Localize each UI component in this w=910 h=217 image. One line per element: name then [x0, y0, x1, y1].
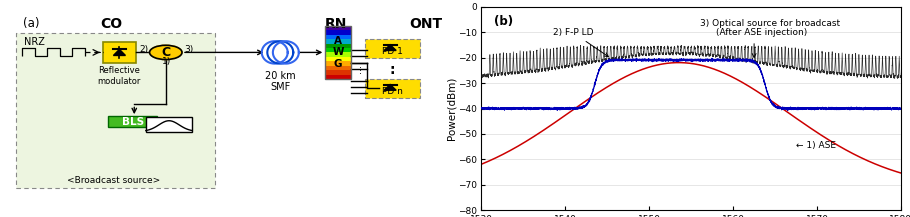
Bar [325, 26, 350, 30]
Bar [325, 53, 350, 57]
Text: 3): 3) [184, 45, 193, 54]
Bar [325, 66, 350, 70]
Bar [325, 30, 350, 35]
Text: PD 1: PD 1 [382, 47, 403, 56]
Text: CO: CO [100, 17, 122, 31]
Text: ← 1) ASE: ← 1) ASE [796, 141, 836, 150]
Bar [325, 57, 350, 61]
FancyBboxPatch shape [16, 33, 216, 188]
Text: <Broadcast source>: <Broadcast source> [66, 176, 160, 185]
Text: RN: RN [325, 17, 347, 31]
Text: 2) F-P LD: 2) F-P LD [552, 28, 608, 57]
Bar [325, 48, 350, 53]
Bar [325, 61, 350, 66]
Bar [325, 44, 350, 48]
Text: (b): (b) [494, 15, 513, 28]
Text: NRZ: NRZ [24, 37, 45, 47]
Text: A
W
G: A W G [332, 36, 344, 69]
Bar [325, 70, 350, 74]
FancyBboxPatch shape [108, 116, 157, 127]
Y-axis label: Power(dBm): Power(dBm) [446, 77, 456, 140]
Bar [325, 39, 350, 44]
Text: Reflective
modulator: Reflective modulator [97, 66, 141, 86]
Text: ...: ... [353, 64, 363, 73]
Text: (a): (a) [23, 17, 39, 30]
Bar [103, 42, 136, 62]
Text: (After ASE injection): (After ASE injection) [716, 28, 807, 37]
Polygon shape [114, 49, 126, 56]
Text: ONT: ONT [410, 17, 443, 31]
Circle shape [149, 45, 182, 59]
Text: 3) Optical source for broadcast: 3) Optical source for broadcast [700, 19, 840, 28]
FancyBboxPatch shape [365, 79, 420, 98]
Text: 2): 2) [140, 45, 149, 54]
Text: :: : [389, 63, 395, 77]
Bar [146, 117, 192, 132]
FancyBboxPatch shape [365, 39, 420, 58]
Polygon shape [384, 85, 396, 90]
Text: C: C [161, 46, 170, 59]
Bar [325, 74, 350, 79]
Text: PD n: PD n [382, 87, 403, 96]
Text: 20 km
SMF: 20 km SMF [265, 71, 296, 92]
Text: BLS: BLS [122, 117, 144, 127]
Text: 1): 1) [162, 58, 171, 66]
Bar [325, 35, 350, 39]
Polygon shape [384, 45, 396, 51]
Bar [325, 26, 350, 79]
